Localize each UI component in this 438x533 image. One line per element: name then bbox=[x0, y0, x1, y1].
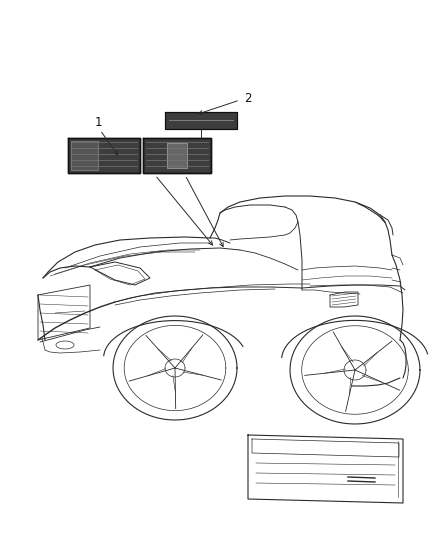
Bar bbox=[165, 112, 237, 129]
Bar bbox=[68, 138, 140, 173]
Bar bbox=[167, 143, 187, 168]
Bar bbox=[143, 138, 211, 173]
Text: 1: 1 bbox=[94, 116, 102, 128]
Bar bbox=[71, 141, 99, 170]
Text: 2: 2 bbox=[244, 92, 252, 104]
